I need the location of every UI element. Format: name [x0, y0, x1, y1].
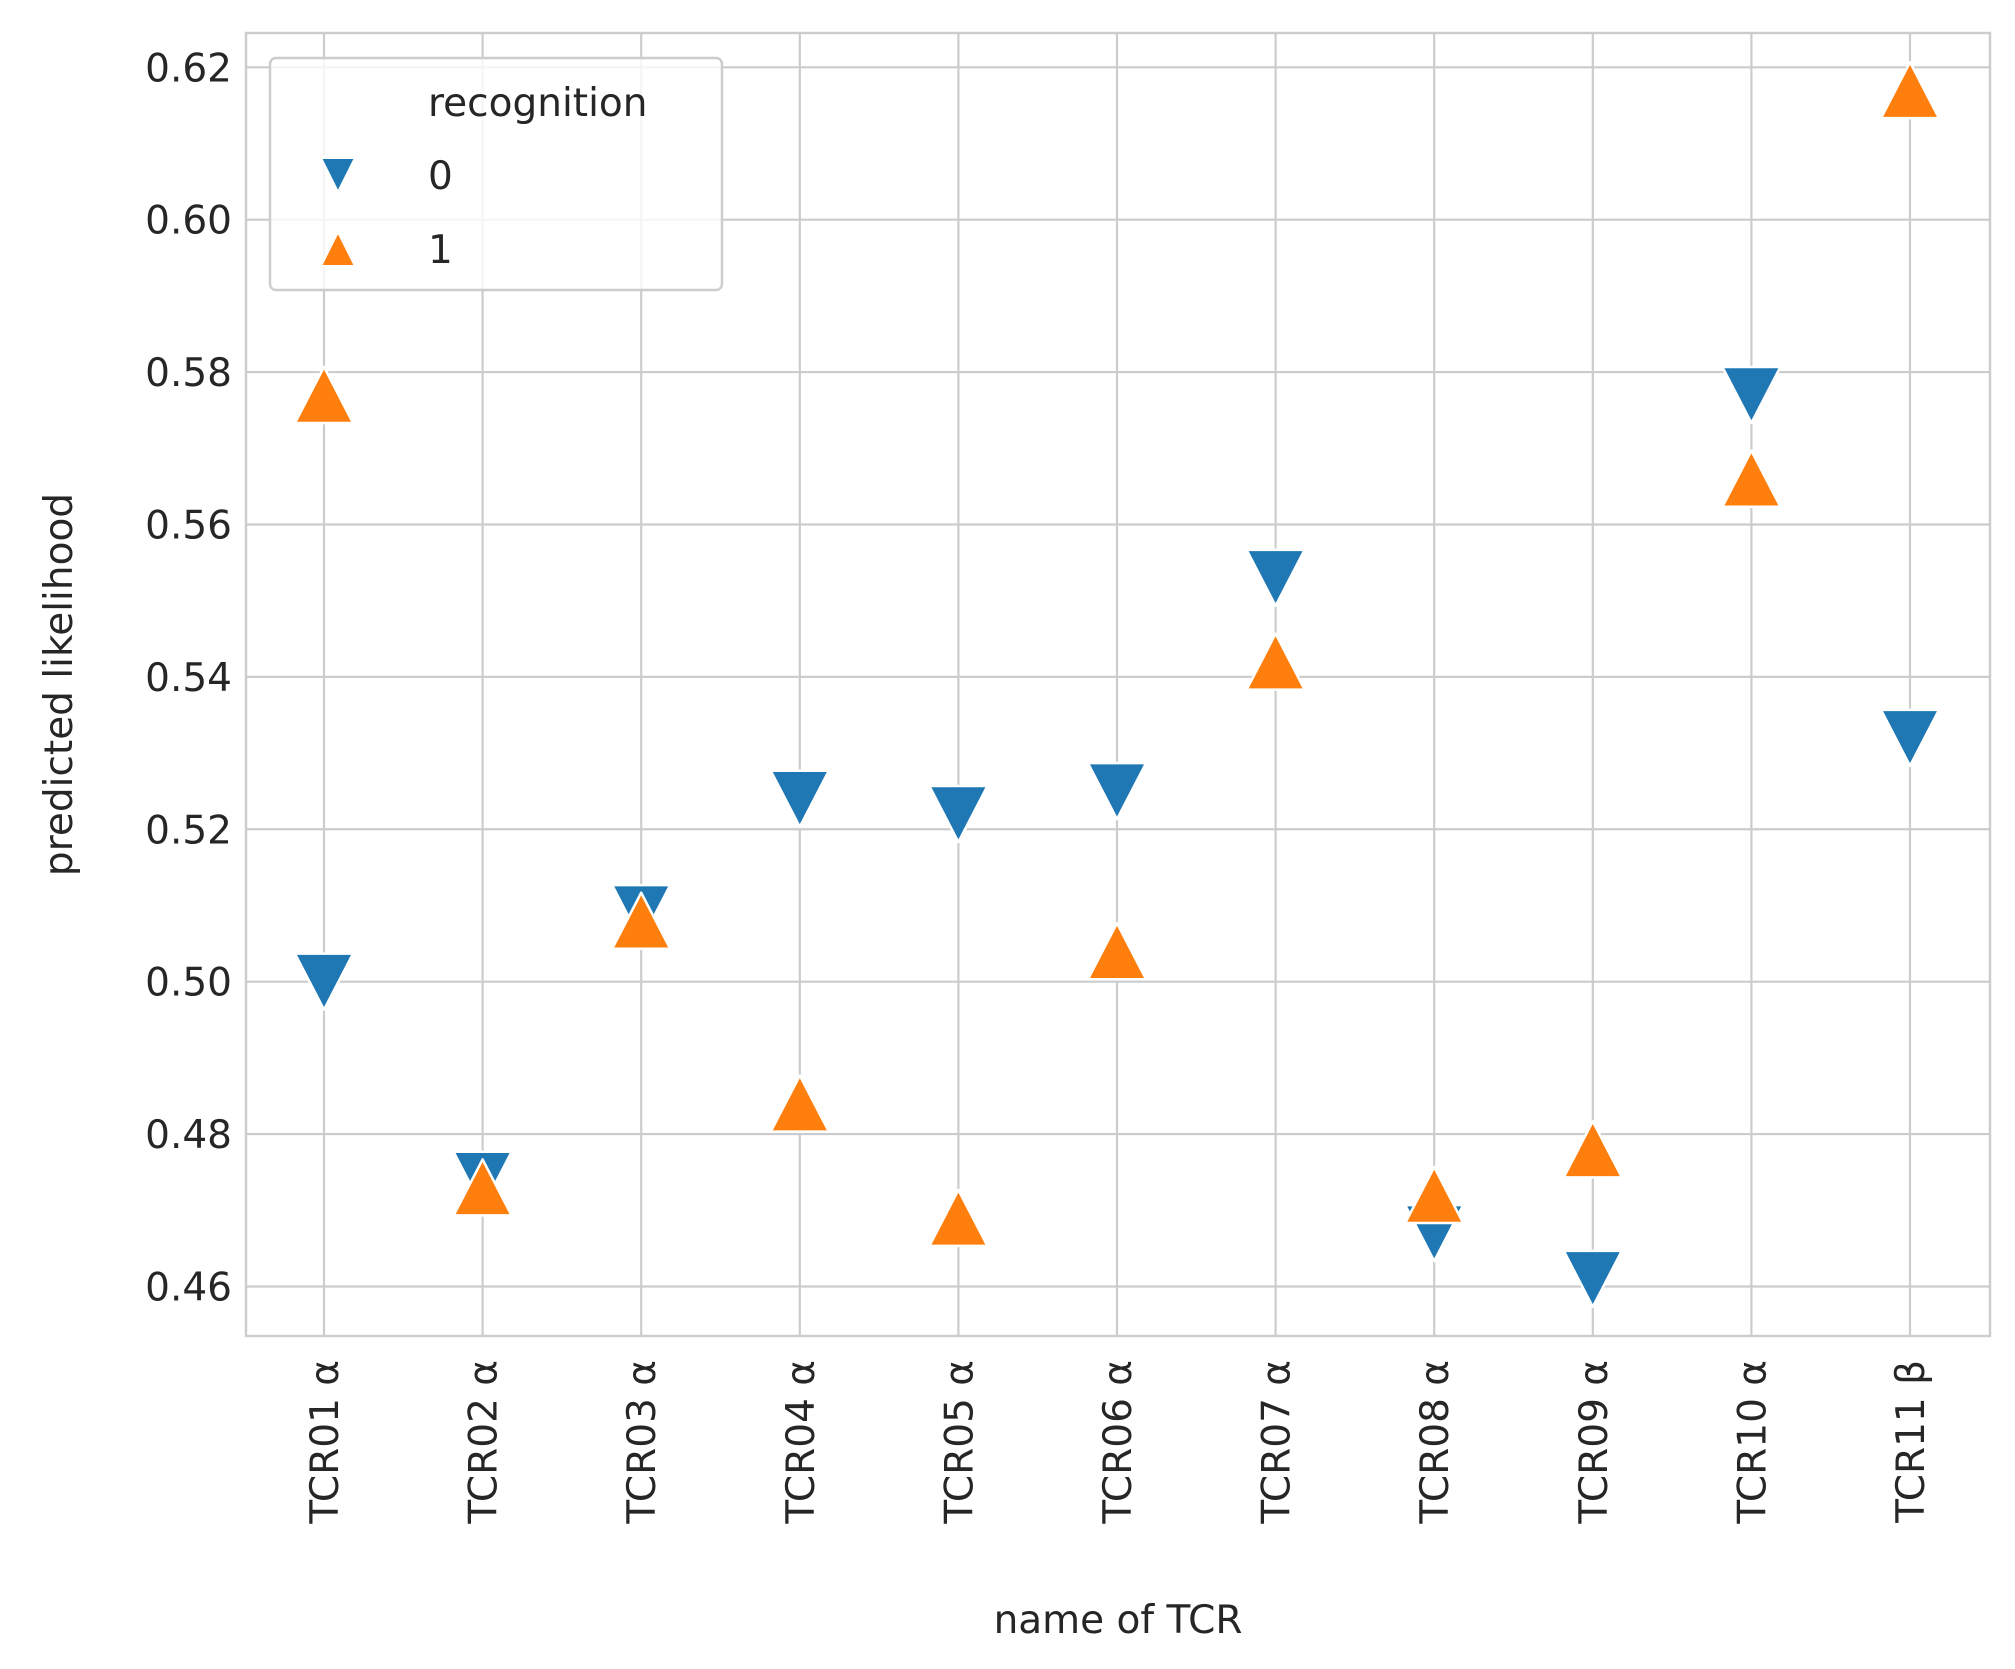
x-tick-label: TCR01 α: [303, 1360, 348, 1525]
data-point-series-0: [1245, 548, 1306, 608]
x-tick-label: TCR11 β: [1889, 1360, 1934, 1524]
data-point-series-1: [610, 891, 672, 950]
data-point-series-1: [1879, 60, 1941, 120]
data-point-series-1: [1403, 1165, 1465, 1225]
data-markers: [293, 60, 1941, 1309]
y-tick-label: 0.50: [145, 961, 232, 1006]
y-axis-label: predicted likelihood: [37, 493, 82, 876]
data-point-series-0: [1086, 761, 1148, 821]
data-point-series-1: [1721, 449, 1782, 509]
x-tick-label: TCR04 α: [779, 1360, 824, 1525]
y-tick-labels: 0.46 0.48 0.50 0.52 0.54 0.56 0.58 0.60 0.62: [145, 46, 232, 1310]
data-point-series-0: [1562, 1249, 1624, 1309]
data-point-series-1: [1086, 921, 1148, 981]
x-tick-label: TCR09 α: [1572, 1360, 1617, 1525]
data-point-series-1: [1562, 1120, 1624, 1179]
data-point-series-0: [769, 769, 831, 829]
x-tick-label: TCR06 α: [1096, 1360, 1141, 1525]
x-tick-label: TCR03 α: [620, 1360, 665, 1525]
legend-box: [268, 56, 724, 292]
x-tick-label: TCR02 α: [462, 1360, 507, 1525]
x-tick-label: TCR10 α: [1730, 1360, 1775, 1525]
y-tick-label: 0.56: [145, 503, 232, 548]
y-tick-label: 0.54: [145, 656, 232, 701]
legend-title: recognition: [428, 81, 648, 126]
x-axis-label: name of TCR: [994, 1598, 1243, 1643]
data-point-series-1: [1245, 632, 1306, 691]
data-point-series-1: [769, 1074, 831, 1133]
data-point-series-1: [452, 1158, 513, 1217]
y-tick-label: 0.62: [145, 46, 232, 91]
legend-marker-0: [319, 157, 357, 195]
y-tick-label: 0.58: [145, 351, 232, 396]
data-point-series-0: [293, 952, 355, 1011]
x-tick-label: TCR08 α: [1413, 1360, 1458, 1525]
data-point-series-0: [1879, 708, 1941, 768]
data-point-series-0: [928, 784, 989, 844]
y-tick-label: 0.60: [145, 199, 232, 244]
legend: recognition 01: [268, 56, 724, 292]
y-tick-label: 0.48: [145, 1113, 232, 1158]
y-tick-label: 0.46: [145, 1265, 232, 1310]
plot-frame: [244, 31, 1992, 1338]
data-point-series-1: [928, 1188, 989, 1248]
x-tick-label: TCR05 α: [937, 1360, 982, 1525]
y-tick-label: 0.52: [145, 808, 232, 853]
x-tick-label: TCR07 α: [1255, 1360, 1300, 1525]
legend-label-0: 0: [428, 154, 453, 199]
x-tick-labels: TCR01 α TCR02 α TCR03 α TCR04 α TCR05 α TCR06…: [303, 1360, 1934, 1525]
data-point-series-0: [1721, 365, 1782, 425]
legend-entries: 01: [319, 154, 453, 273]
legend-marker-1: [319, 229, 357, 267]
legend-label-1: 1: [428, 228, 453, 273]
data-point-series-1: [293, 365, 355, 425]
